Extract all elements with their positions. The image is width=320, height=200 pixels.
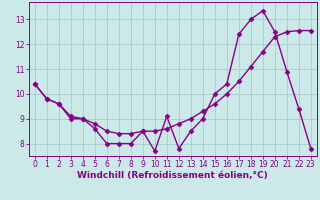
X-axis label: Windchill (Refroidissement éolien,°C): Windchill (Refroidissement éolien,°C) (77, 171, 268, 180)
